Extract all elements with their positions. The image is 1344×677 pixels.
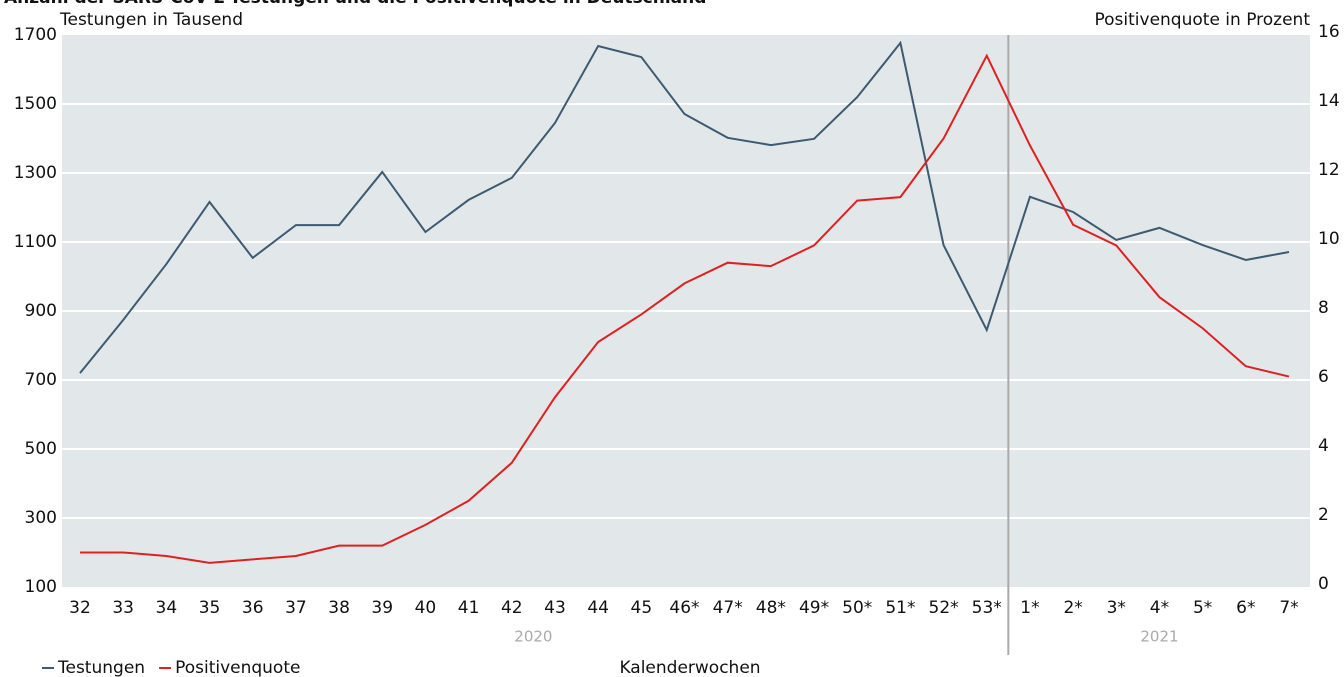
y2-tick-label: 14 (1318, 91, 1340, 111)
y-tick-label: 900 (25, 301, 57, 321)
y-axis-label: Testungen in Tausend (59, 10, 243, 30)
x-tick-label: 40 (415, 598, 437, 618)
group-label: 2020 (514, 628, 552, 646)
y-tick-label: 1700 (14, 25, 57, 45)
x-tick-label: 53* (972, 598, 1002, 618)
chart-title: Anzahl der SARS-CoV-2-Testungen und die … (4, 0, 706, 8)
legend-label: Positivenquote (175, 658, 300, 677)
x-tick-label: 48* (756, 598, 786, 618)
x-tick-label: 32 (69, 598, 91, 618)
y2-tick-label: 6 (1318, 367, 1329, 387)
y2-tick-label: 12 (1318, 160, 1340, 180)
y2-tick-label: 0 (1318, 574, 1329, 594)
y2-tick-label: 16 (1318, 22, 1340, 42)
y-tick-label: 700 (25, 370, 57, 390)
y-tick-label: 500 (25, 439, 57, 459)
series-line (79, 40, 1290, 374)
x-tick-label: 52* (929, 598, 959, 618)
legend-label: Testungen (57, 658, 145, 677)
x-tick-label: 3* (1107, 598, 1126, 618)
y2-axis-label: Positivenquote in Prozent (1095, 10, 1311, 30)
y2-tick-label: 2 (1318, 505, 1329, 525)
x-tick-label: 41 (458, 598, 480, 618)
x-tick-label: 38 (328, 598, 350, 618)
y2-tick-label: 8 (1318, 298, 1329, 318)
x-tick-label: 46* (669, 598, 699, 618)
x-tick-label: 44 (587, 598, 609, 618)
x-tick-label: 50* (842, 598, 872, 618)
y-tick-label: 300 (25, 508, 57, 528)
x-tick-label: 34 (156, 598, 178, 618)
y-tick-label: 1300 (14, 163, 57, 183)
x-tick-label: 7* (1279, 598, 1298, 618)
x-tick-label: 45 (631, 598, 653, 618)
x-axis-label: Kalenderwochen (619, 658, 760, 677)
x-tick-label: 5* (1193, 598, 1212, 618)
group-label: 2021 (1140, 628, 1178, 646)
x-tick-label: 51* (885, 598, 915, 618)
x-tick-label: 49* (799, 598, 829, 618)
x-tick-label: 36 (242, 598, 264, 618)
series-line (80, 53, 1290, 564)
x-tick-label: 33 (112, 598, 134, 618)
y-tick-label: 100 (25, 577, 57, 597)
x-tick-label: 43 (544, 598, 566, 618)
x-tick-label: 35 (199, 598, 221, 618)
y2-tick-label: 4 (1318, 436, 1329, 456)
x-tick-label: 4* (1150, 598, 1169, 618)
x-tick-label: 47* (713, 598, 743, 618)
x-tick-label: 2* (1063, 598, 1082, 618)
y-tick-label: 1500 (14, 94, 57, 114)
x-tick-label: 39 (371, 598, 393, 618)
y2-tick-label: 10 (1318, 229, 1340, 249)
x-tick-label: 1* (1020, 598, 1039, 618)
x-tick-label: 42 (501, 598, 523, 618)
x-tick-label: 6* (1236, 598, 1255, 618)
x-tick-label: 37 (285, 598, 307, 618)
y-tick-label: 1100 (14, 232, 57, 252)
